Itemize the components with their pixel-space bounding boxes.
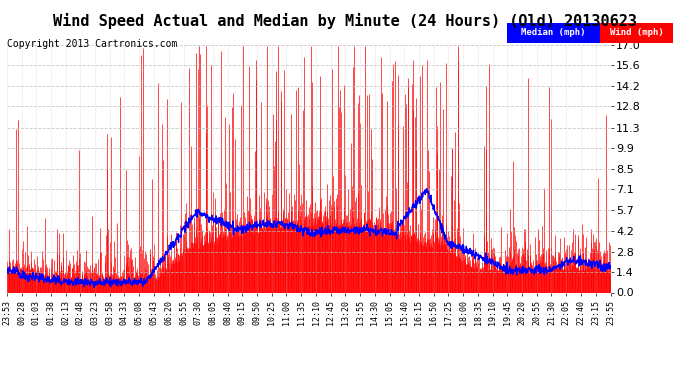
- Text: Wind Speed Actual and Median by Minute (24 Hours) (Old) 20130623: Wind Speed Actual and Median by Minute (…: [53, 13, 637, 29]
- Text: Wind (mph): Wind (mph): [610, 28, 663, 38]
- Text: Median (mph): Median (mph): [522, 28, 586, 38]
- Text: Copyright 2013 Cartronics.com: Copyright 2013 Cartronics.com: [7, 39, 177, 50]
